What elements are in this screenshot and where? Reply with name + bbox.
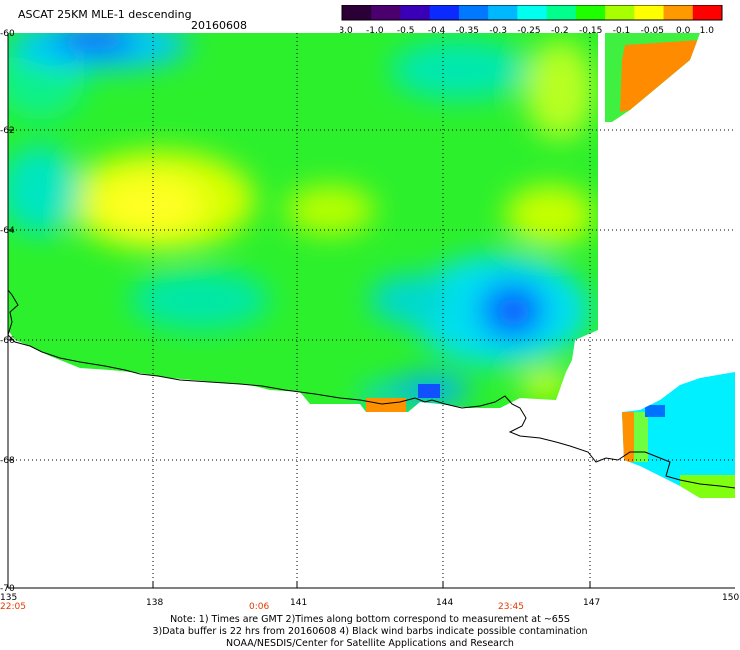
colorbar-cell	[458, 5, 489, 20]
lat-label-64: -64	[0, 226, 15, 236]
colorbar-label: -0.5	[397, 26, 415, 36]
footer-note-1: Note: 1) Times are GMT 2)Times along bot…	[170, 614, 570, 625]
footer-credit: NOAA/NESDIS/Center for Satellite Applica…	[226, 638, 514, 649]
colorbar-label: -0.15	[579, 26, 602, 36]
colorbar-cell	[517, 5, 548, 20]
colorbar-cell	[546, 5, 577, 20]
colorbar-label: -3.0	[340, 26, 353, 36]
wind-field-main	[8, 33, 598, 412]
wind-field-east	[605, 33, 700, 122]
lon-label-150: 150	[722, 593, 739, 603]
lon-label-144: 144	[436, 598, 453, 608]
colorbar: -3.0 -1.0 -0.5 -0.4 -0.35 -0.3 -0.25 -0.2 -0.15 -…	[340, 5, 723, 36]
colorbar-cell	[429, 5, 460, 20]
lon-label-135: 135	[0, 593, 17, 603]
colorbar-cell	[663, 5, 694, 20]
colorbar-label: -0.2	[551, 26, 569, 36]
colorbar-cell	[488, 5, 518, 20]
lat-label-70: -70	[0, 584, 15, 594]
lat-label-62: -62	[0, 126, 15, 136]
colorbar-label: 1.0	[700, 26, 715, 36]
lon-label-138: 138	[146, 598, 163, 608]
colorbar-label: -0.35	[456, 26, 479, 36]
colorbar-cell	[692, 5, 723, 20]
colorbar-cell	[400, 5, 431, 20]
product-title: ASCAT 25KM MLE-1 descending	[18, 8, 192, 21]
time-label-mid: 0:06	[249, 602, 269, 612]
colorbar-label: -0.1	[613, 26, 631, 36]
colorbar-labels: -3.0 -1.0 -0.5 -0.4 -0.35 -0.3 -0.25 -0.2 -0.15 -…	[340, 26, 714, 36]
tick-marks	[8, 129, 591, 588]
colorbar-label: -0.25	[517, 26, 540, 36]
time-label-end: 23:45	[498, 602, 524, 612]
lon-label-147: 147	[583, 598, 600, 608]
footer-note-2: 3)Data buffer is 22 hrs from 20160608 4)…	[152, 626, 588, 637]
colorbar-cell	[575, 5, 606, 20]
colorbar-cell	[634, 5, 665, 20]
lat-label-66: -66	[0, 336, 15, 346]
lat-label-68: -68	[0, 456, 15, 466]
colorbar-label: -0.4	[428, 26, 446, 36]
colorbar-cells	[341, 5, 723, 21]
graticule	[8, 33, 735, 588]
product-date: 20160608	[191, 19, 247, 32]
colorbar-label: -0.05	[641, 26, 664, 36]
colorbar-cell	[342, 5, 372, 20]
coastline	[7, 289, 736, 489]
colorbar-cell	[371, 5, 401, 20]
colorbar-frame	[341, 5, 723, 21]
time-label-start: 22:05	[0, 602, 26, 612]
map-frame	[7, 33, 735, 589]
lat-label-60: -60	[0, 29, 15, 39]
colorbar-label: -1.0	[366, 26, 384, 36]
colorbar-label: -0.3	[489, 26, 507, 36]
lon-label-141: 141	[290, 598, 307, 608]
colorbar-cell	[605, 5, 635, 20]
colorbar-label: 0.0	[676, 26, 691, 36]
